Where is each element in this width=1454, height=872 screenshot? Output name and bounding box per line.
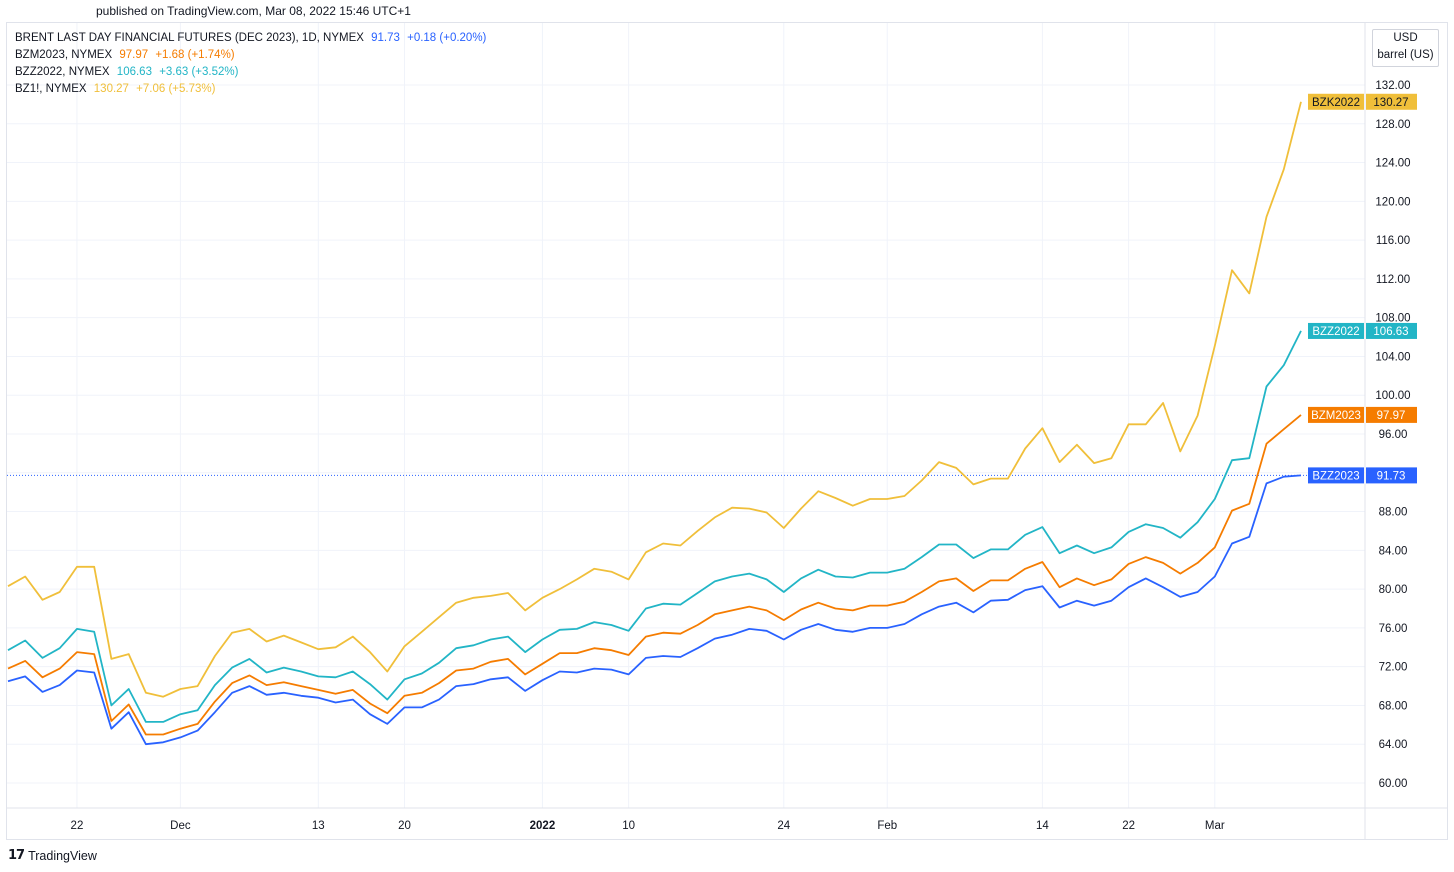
y-tick-label: 124.00 — [1375, 158, 1410, 170]
y-tick-label: 120.00 — [1375, 196, 1410, 208]
y-tick-label: 64.00 — [1379, 739, 1408, 751]
unit-selector[interactable]: USD barrel (US) — [1372, 29, 1439, 67]
legend-row-bzm2023[interactable]: BZM2023, NYMEX 97.97 +1.68 (+1.74%) — [15, 47, 490, 64]
y-tick-label: 96.00 — [1379, 429, 1408, 441]
x-tick-label: Feb — [877, 820, 897, 832]
x-tick-label: 13 — [312, 820, 325, 832]
series-name-label: BZM2023 — [1311, 410, 1361, 422]
last-price-label: 130.27 — [1373, 97, 1408, 109]
y-tick-label: 132.00 — [1375, 80, 1410, 92]
series-legend: BRENT LAST DAY FINANCIAL FUTURES (DEC 20… — [15, 30, 490, 98]
legend-symbol: BRENT LAST DAY FINANCIAL FUTURES (DEC 20… — [15, 32, 364, 44]
y-tick-label: 68.00 — [1379, 700, 1408, 712]
x-tick-label: 2022 — [530, 820, 556, 832]
legend-change: +3.63 (+3.52%) — [159, 66, 239, 78]
series-line-bzm2023[interactable] — [7, 414, 1302, 736]
brand-name: TradingView — [28, 848, 97, 863]
x-tick-label: 24 — [777, 820, 790, 832]
series-name-tag — [1308, 93, 1364, 110]
published-caption: published on TradingView.com, Mar 08, 20… — [96, 4, 411, 18]
series-name-label: BZZ2022 — [1312, 326, 1359, 338]
series-line-bzz2022[interactable] — [7, 330, 1302, 723]
y-tick-label: 88.00 — [1379, 507, 1408, 519]
legend-row-bzz2023[interactable]: BRENT LAST DAY FINANCIAL FUTURES (DEC 20… — [15, 30, 490, 47]
y-tick-label: 128.00 — [1375, 119, 1410, 131]
y-tick-label: 112.00 — [1376, 274, 1410, 286]
x-tick-label: 20 — [398, 820, 411, 832]
y-tick-label: 108.00 — [1375, 313, 1410, 325]
series-line-bzk2022[interactable] — [7, 101, 1302, 698]
legend-change: +1.68 (+1.74%) — [155, 49, 235, 61]
chart-frame — [6, 22, 1448, 840]
unit-label: barrel (US) — [1377, 49, 1434, 61]
legend-change: +0.18 (+0.20%) — [407, 32, 487, 44]
series-line-bzz2023[interactable] — [7, 474, 1302, 746]
x-tick-label: 10 — [622, 820, 635, 832]
y-tick-label: 76.00 — [1379, 623, 1408, 635]
legend-symbol: BZ1!, NYMEX — [15, 83, 87, 95]
y-tick-label: 60.00 — [1379, 778, 1408, 790]
y-tick-label: 116.00 — [1376, 235, 1410, 247]
y-tick-label: 72.00 — [1379, 662, 1408, 674]
series-name-tag — [1308, 322, 1364, 339]
last-price-tag — [1366, 406, 1417, 423]
legend-last: 97.97 — [119, 49, 149, 61]
last-price-label: 97.97 — [1377, 410, 1406, 422]
x-tick-label: 22 — [1122, 820, 1135, 832]
last-price-label: 106.63 — [1373, 326, 1408, 338]
last-price-tag — [1366, 467, 1417, 484]
series-name-label: BZK2022 — [1312, 97, 1360, 109]
footer-brand[interactable]: 17 TradingView — [8, 848, 97, 863]
tradingview-logo-icon: 17 — [8, 848, 25, 863]
last-price-tag — [1366, 93, 1417, 110]
y-tick-label: 84.00 — [1379, 545, 1408, 557]
legend-last: 106.63 — [116, 66, 152, 78]
legend-row-bzz2022[interactable]: BZZ2022, NYMEX 106.63 +3.63 (+3.52%) — [15, 64, 490, 81]
legend-last: 91.73 — [371, 32, 400, 44]
last-price-label: 91.73 — [1377, 470, 1406, 482]
currency-label: USD — [1393, 32, 1418, 44]
legend-change: +7.06 (+5.73%) — [136, 83, 216, 95]
series-name-tag — [1308, 467, 1364, 484]
y-tick-label: 104.00 — [1375, 351, 1410, 363]
x-tick-label: 22 — [71, 820, 84, 832]
series-name-tag — [1308, 406, 1364, 423]
legend-last: 130.27 — [93, 83, 129, 95]
legend-row-bz1[interactable]: BZ1!, NYMEX 130.27 +7.06 (+5.73%) — [15, 81, 490, 98]
x-tick-label: 14 — [1036, 820, 1049, 832]
legend-symbol: BZZ2022, NYMEX — [15, 66, 110, 78]
y-tick-label: 80.00 — [1379, 584, 1408, 596]
series-name-label: BZZ2023 — [1312, 470, 1359, 482]
last-price-tag — [1366, 322, 1417, 339]
x-tick-label: Mar — [1205, 820, 1225, 832]
legend-symbol: BZM2023, NYMEX — [15, 49, 113, 61]
y-tick-label: 100.00 — [1375, 390, 1410, 402]
x-tick-label: Dec — [170, 820, 191, 832]
